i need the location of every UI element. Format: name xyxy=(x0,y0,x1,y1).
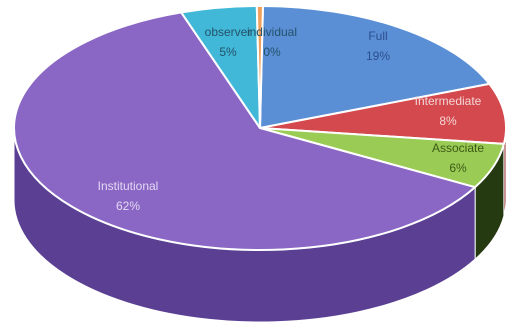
pie-labels: Full 19% Intermediate 8% Associate 6% Institut… xyxy=(98,25,485,213)
slice-percent-associate: 6% xyxy=(449,161,467,175)
slice-percent-individual: 0% xyxy=(263,45,281,59)
slice-individual xyxy=(255,5,264,129)
slice-label-institutional: Institutional xyxy=(98,179,159,193)
pie-top xyxy=(13,5,507,251)
slice-label-individual: individual xyxy=(247,25,297,39)
slice-institutional xyxy=(13,11,477,251)
slice-full xyxy=(259,5,491,129)
slice-label-associate: Associate xyxy=(432,141,484,155)
slice-percent-institutional: 62% xyxy=(116,199,140,213)
slice-intermediate xyxy=(259,82,507,145)
slice-percent-observer: 5% xyxy=(219,45,237,59)
slice-label-intermediate: Intermediate xyxy=(415,94,482,108)
slice-label-full: Full xyxy=(368,29,387,43)
slice-label-observer: observer xyxy=(205,25,252,39)
slice-percent-intermediate: 8% xyxy=(439,114,457,128)
slice-percent-full: 19% xyxy=(366,49,390,63)
